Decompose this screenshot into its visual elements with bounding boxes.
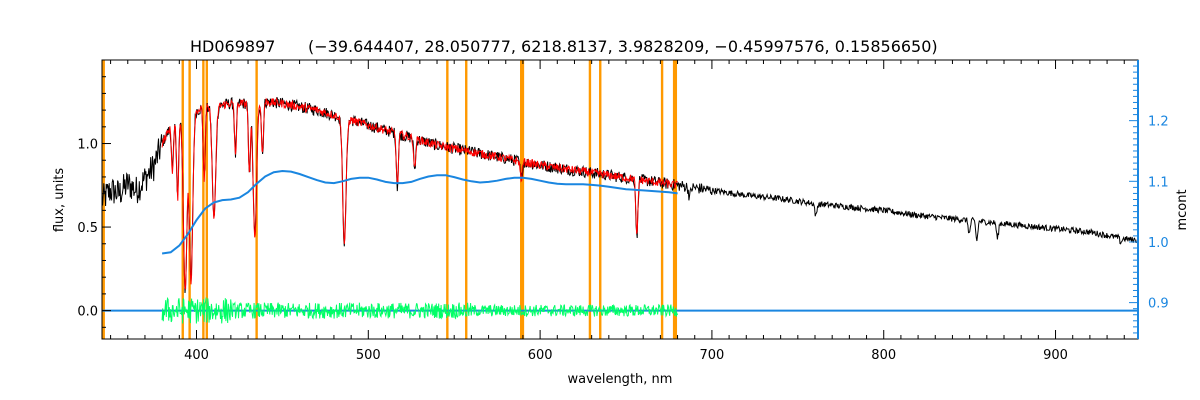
continuum-curve xyxy=(161,169,678,255)
x-tick-label: 500 xyxy=(356,348,381,363)
x-axis-ticks: 400 500 600 700 800 900 xyxy=(110,60,1125,363)
x-tick-label: 400 xyxy=(184,348,209,363)
continuum-curve-line xyxy=(161,169,678,255)
x-tick-label: 700 xyxy=(700,348,725,363)
residual-spectrum xyxy=(161,296,678,324)
y-tick-label: 0.5 xyxy=(77,221,98,236)
y2-axis-ticks: 0.9 1.0 1.1 1.2 xyxy=(1129,60,1169,339)
chart-title: HD069897 xyxy=(190,37,275,56)
chart-params: (−39.644407, 28.050777, 6218.8137, 3.982… xyxy=(308,37,938,56)
model-spectrum xyxy=(161,97,678,290)
y-axis-ticks: 0.0 0.5 1.0 xyxy=(77,76,111,328)
y-tick-label: 0.0 xyxy=(77,305,98,320)
y2-tick-label: 1.2 xyxy=(1148,115,1169,130)
x-tick-label: 900 xyxy=(1043,348,1068,363)
y2-tick-label: 1.0 xyxy=(1148,236,1169,251)
y2-axis-title: mcont xyxy=(1175,189,1190,230)
x-tick-label: 800 xyxy=(871,348,896,363)
x-axis-title: wavelength, nm xyxy=(568,372,673,387)
y2-tick-label: 1.1 xyxy=(1148,175,1169,190)
x-tick-label: 600 xyxy=(528,348,553,363)
mask-lines xyxy=(102,60,678,339)
y-tick-label: 1.0 xyxy=(77,138,98,153)
y2-tick-label: 0.9 xyxy=(1148,297,1169,312)
y-axis-title: flux, units xyxy=(52,168,67,233)
residual-spectrum-line xyxy=(161,296,678,324)
model-spectrum-line xyxy=(161,97,678,290)
